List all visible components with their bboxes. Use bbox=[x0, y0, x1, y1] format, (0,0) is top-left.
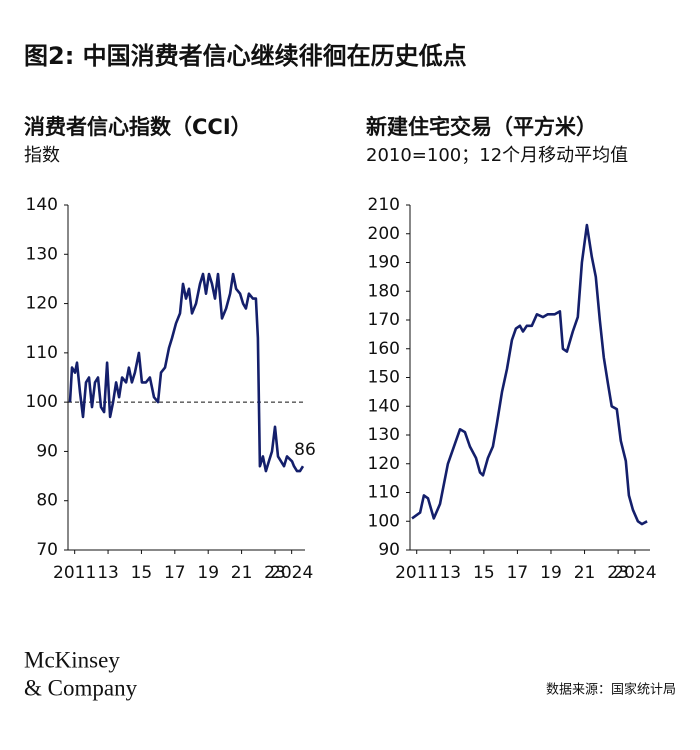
x-tick-label: 2011 bbox=[53, 563, 96, 583]
chart-subtitle: 指数 bbox=[24, 145, 60, 166]
y-tick-label: 120 bbox=[368, 454, 400, 474]
chart-subtitle: 2010=100；12个月移动平均值 bbox=[366, 145, 628, 166]
data-line bbox=[411, 223, 648, 526]
y-tick-label: 180 bbox=[368, 281, 400, 301]
x-tick-label: 2024 bbox=[613, 563, 656, 583]
end-label: 86 bbox=[294, 440, 316, 460]
source-note: 数据来源：国家统计局 bbox=[546, 682, 676, 698]
y-tick-label: 130 bbox=[26, 244, 58, 264]
y-tick-label: 190 bbox=[368, 253, 400, 273]
y-tick-label: 70 bbox=[36, 540, 58, 560]
x-tick-label: 13 bbox=[97, 563, 119, 583]
x-tick-label: 15 bbox=[131, 563, 153, 583]
y-tick-label: 120 bbox=[26, 294, 58, 314]
x-tick-label: 23 bbox=[607, 563, 629, 583]
y-tick-label: 140 bbox=[26, 195, 58, 215]
y-tick-label: 150 bbox=[368, 368, 400, 388]
x-tick-label: 2011 bbox=[395, 563, 438, 583]
y-tick-label: 110 bbox=[26, 343, 58, 363]
y-tick-label: 160 bbox=[368, 339, 400, 359]
x-tick-label: 15 bbox=[473, 563, 495, 583]
y-tick-label: 210 bbox=[368, 195, 400, 215]
x-tick-label: 23 bbox=[264, 563, 286, 583]
x-tick-label: 13 bbox=[439, 563, 461, 583]
page-title: 图2: 中国消费者信心继续徘徊在历史低点 bbox=[24, 42, 467, 70]
logo-line: McKinsey bbox=[24, 647, 120, 672]
y-tick-label: 200 bbox=[368, 224, 400, 244]
x-tick-label: 17 bbox=[507, 563, 529, 583]
x-tick-label: 2024 bbox=[270, 563, 313, 583]
y-tick-label: 100 bbox=[26, 392, 58, 412]
y-tick-label: 90 bbox=[36, 441, 58, 461]
x-tick-label: 21 bbox=[574, 563, 596, 583]
y-tick-label: 170 bbox=[368, 310, 400, 330]
logo-line: & Company bbox=[24, 675, 138, 700]
y-tick-label: 90 bbox=[378, 540, 400, 560]
x-tick-label: 19 bbox=[197, 563, 219, 583]
y-tick-label: 100 bbox=[368, 511, 400, 531]
chart-title: 新建住宅交易（平方米） bbox=[366, 115, 597, 139]
y-tick-label: 140 bbox=[368, 396, 400, 416]
x-tick-label: 21 bbox=[231, 563, 253, 583]
data-line bbox=[68, 272, 305, 473]
x-tick-label: 19 bbox=[540, 563, 562, 583]
y-tick-label: 110 bbox=[368, 483, 400, 503]
y-tick-label: 130 bbox=[368, 425, 400, 445]
x-tick-label: 17 bbox=[164, 563, 186, 583]
y-tick-label: 80 bbox=[36, 491, 58, 511]
chart-title: 消费者信心指数（CCI） bbox=[24, 115, 252, 139]
